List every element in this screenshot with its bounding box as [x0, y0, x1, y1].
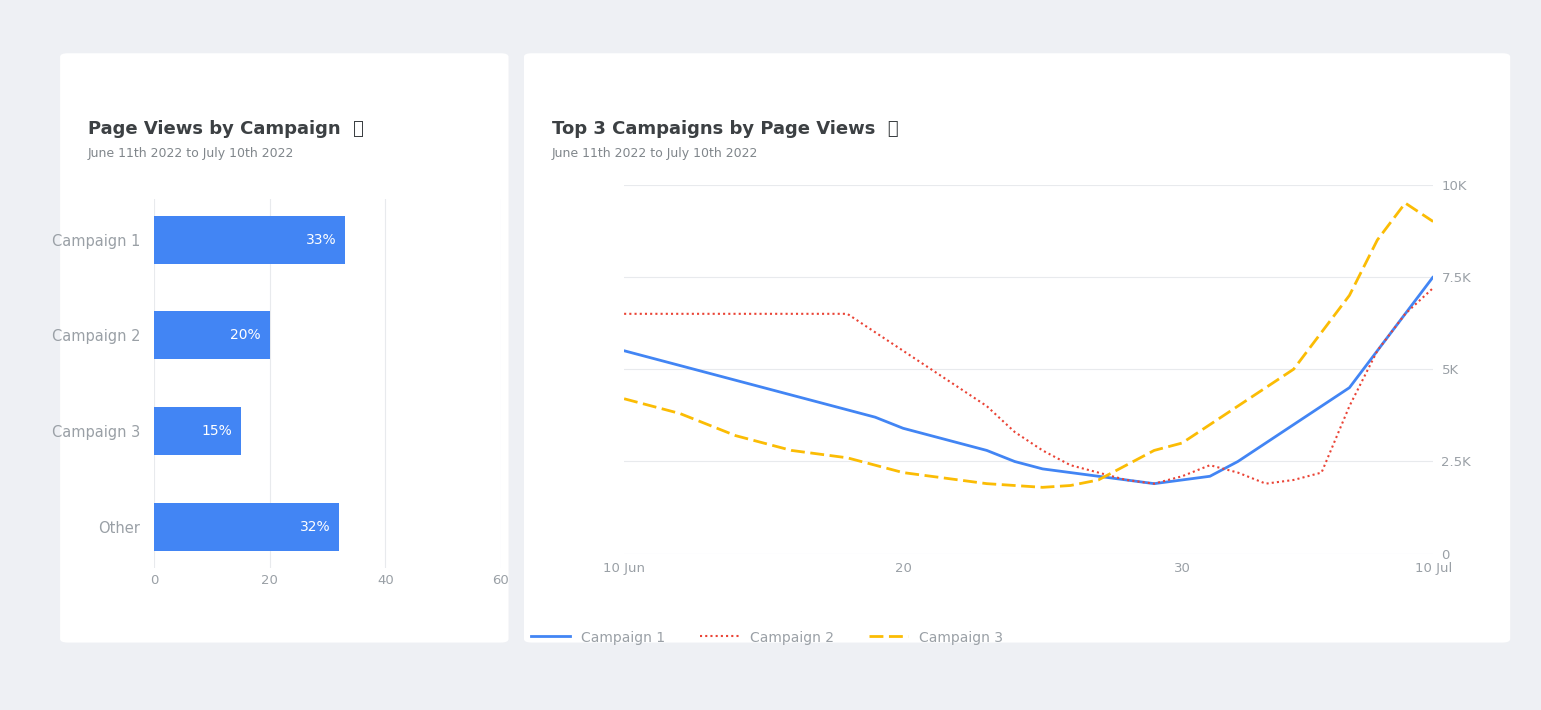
Text: 32%: 32% [300, 520, 330, 534]
Text: 33%: 33% [305, 233, 336, 246]
Text: 15%: 15% [202, 425, 233, 438]
Legend: Campaign 1, Campaign 2, Campaign 3: Campaign 1, Campaign 2, Campaign 3 [525, 625, 1008, 650]
Text: June 11th 2022 to July 10th 2022: June 11th 2022 to July 10th 2022 [552, 147, 758, 160]
Text: June 11th 2022 to July 10th 2022: June 11th 2022 to July 10th 2022 [88, 147, 294, 160]
Text: Page Views by Campaign  ⓘ: Page Views by Campaign ⓘ [88, 121, 364, 138]
Bar [154, 408, 240, 455]
Text: Top 3 Campaigns by Page Views  ⓘ: Top 3 Campaigns by Page Views ⓘ [552, 121, 898, 138]
Bar [154, 312, 270, 359]
Bar [154, 216, 345, 263]
Text: 20%: 20% [231, 329, 260, 342]
Bar [154, 503, 339, 551]
